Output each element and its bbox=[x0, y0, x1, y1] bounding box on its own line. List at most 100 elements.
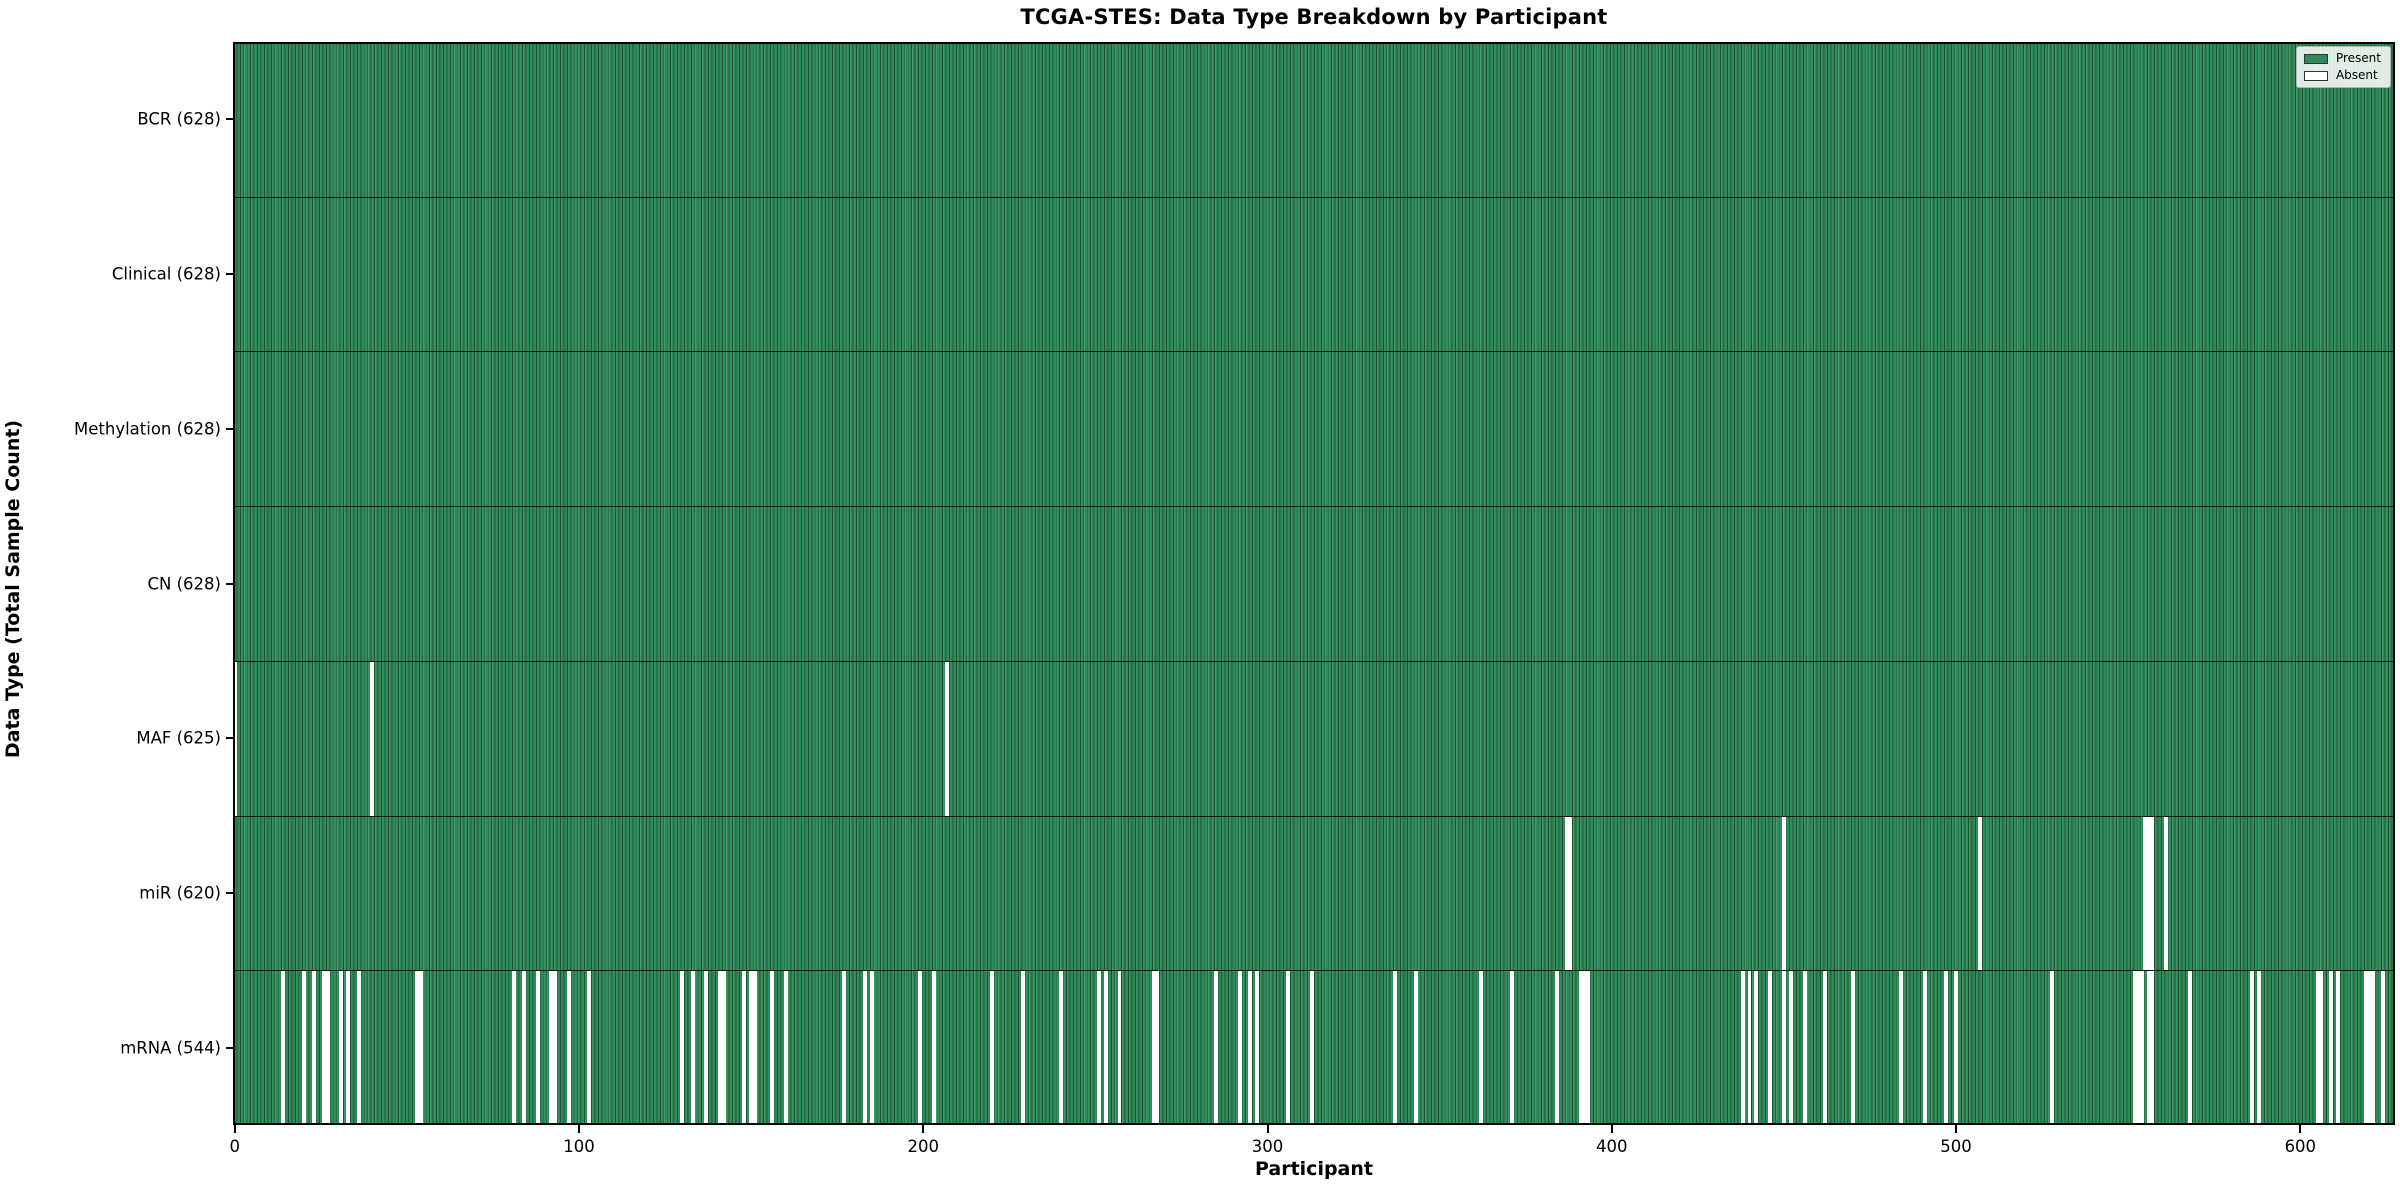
y-tick-label: BCR (628) bbox=[137, 109, 221, 129]
heatmap-row-Methylation bbox=[233, 351, 2395, 507]
x-tick-label: 100 bbox=[563, 1137, 595, 1156]
absent-stripe bbox=[2188, 971, 2193, 1125]
absent-stripe bbox=[1413, 971, 1418, 1125]
y-tick-label: miR (620) bbox=[139, 883, 221, 903]
absent-stripe bbox=[1978, 816, 1983, 971]
x-tick-mark bbox=[922, 1125, 925, 1133]
absent-stripe bbox=[783, 971, 788, 1125]
absent-stripe bbox=[1103, 971, 1108, 1125]
absent-stripe bbox=[1565, 816, 1569, 971]
absent-stripe bbox=[1568, 816, 1573, 971]
absent-stripe bbox=[869, 971, 874, 1125]
x-tick-mark bbox=[577, 1125, 580, 1133]
legend-swatch-present-icon bbox=[2303, 53, 2328, 64]
y-tick-label: MAF (625) bbox=[136, 728, 221, 748]
y-tick-mark bbox=[226, 1046, 233, 1049]
heatmap-row-MAF bbox=[232, 660, 2395, 816]
absent-stripe bbox=[1802, 971, 1807, 1125]
absent-stripe bbox=[2315, 971, 2320, 1125]
heatmap-row-mRNA bbox=[233, 970, 2395, 1125]
absent-stripe bbox=[1478, 971, 1483, 1125]
absent-stripe bbox=[535, 971, 540, 1125]
absent-stripe bbox=[945, 661, 950, 816]
heatmap-row-Clinical bbox=[233, 196, 2395, 352]
y-tick-mark bbox=[226, 273, 233, 276]
y-tick-label: Clinical (628) bbox=[111, 264, 221, 284]
absent-stripe bbox=[2370, 971, 2375, 1125]
absent-stripe bbox=[1238, 971, 1242, 1125]
absent-stripe bbox=[325, 971, 330, 1125]
x-tick-mark bbox=[233, 1125, 236, 1133]
absent-stripe bbox=[1923, 971, 1928, 1125]
absent-stripe bbox=[1747, 971, 1752, 1125]
absent-stripe bbox=[549, 971, 554, 1125]
absent-stripe bbox=[2150, 816, 2155, 971]
absent-stripe bbox=[752, 971, 757, 1125]
absent-stripe bbox=[552, 971, 557, 1125]
absent-stripe bbox=[842, 971, 847, 1125]
legend: Present Absent bbox=[2295, 46, 2391, 88]
absent-stripe bbox=[690, 971, 695, 1125]
absent-stripe bbox=[2139, 971, 2144, 1125]
absent-stripe bbox=[721, 971, 726, 1125]
absent-stripe bbox=[1582, 971, 1587, 1125]
absent-stripe bbox=[1781, 816, 1786, 971]
absent-stripe bbox=[2319, 971, 2323, 1125]
absent-stripe bbox=[2143, 816, 2148, 971]
absent-stripe bbox=[346, 971, 351, 1125]
absent-stripe bbox=[680, 971, 685, 1125]
x-tick-mark bbox=[1955, 1125, 1958, 1133]
heatmap-row-BCR bbox=[233, 42, 2395, 197]
legend-label-present: Present bbox=[2335, 51, 2381, 65]
absent-stripe bbox=[917, 971, 922, 1125]
absent-stripe bbox=[1155, 971, 1160, 1125]
y-tick-label: CN (628) bbox=[147, 574, 221, 593]
absent-stripe bbox=[511, 971, 516, 1125]
absent-stripe bbox=[1740, 971, 1745, 1125]
absent-stripe bbox=[1096, 971, 1101, 1125]
heatmap-row-miR bbox=[233, 815, 2395, 971]
chart-title: TCGA-STES: Data Type Breakdown by Partic… bbox=[1020, 5, 1608, 29]
absent-stripe bbox=[1117, 971, 1122, 1125]
absent-stripe bbox=[1578, 971, 1583, 1125]
x-axis-label: Participant bbox=[1254, 1158, 1373, 1180]
absent-stripe bbox=[1585, 971, 1590, 1125]
absent-stripe bbox=[1213, 971, 1218, 1125]
absent-stripe bbox=[1248, 971, 1253, 1125]
absent-stripe bbox=[311, 971, 316, 1125]
absent-stripe bbox=[2150, 971, 2155, 1125]
absent-stripe bbox=[418, 971, 423, 1125]
absent-stripe bbox=[1781, 971, 1786, 1125]
absent-stripe bbox=[1899, 971, 1903, 1125]
absent-stripe bbox=[862, 971, 867, 1125]
absent-stripe bbox=[2380, 971, 2385, 1125]
x-tick-label: 0 bbox=[229, 1137, 240, 1156]
y-tick-mark bbox=[226, 118, 233, 121]
absent-stripe bbox=[1788, 971, 1793, 1125]
absent-stripe bbox=[1021, 971, 1026, 1125]
y-tick-mark bbox=[226, 891, 233, 894]
heatmap-row-CN bbox=[233, 506, 2395, 661]
absent-stripe bbox=[232, 661, 237, 816]
y-tick-mark bbox=[226, 737, 233, 740]
absent-stripe bbox=[749, 971, 754, 1125]
absent-stripe bbox=[370, 661, 375, 816]
x-tick-label: 200 bbox=[907, 1137, 940, 1156]
absent-stripe bbox=[1768, 971, 1773, 1125]
absent-stripe bbox=[718, 971, 723, 1125]
plot-area: Present Absent bbox=[232, 42, 2395, 1125]
absent-stripe bbox=[2363, 971, 2368, 1125]
absent-stripe bbox=[1823, 971, 1828, 1125]
absent-stripe bbox=[769, 971, 774, 1125]
legend-label-absent: Absent bbox=[2335, 68, 2378, 82]
y-tick-mark bbox=[226, 427, 233, 430]
absent-stripe bbox=[2146, 816, 2151, 971]
absent-stripe bbox=[2336, 971, 2341, 1125]
absent-stripe bbox=[2250, 971, 2255, 1125]
x-tick-label: 500 bbox=[1940, 1137, 1972, 1156]
absent-stripe bbox=[2257, 971, 2261, 1125]
absent-stripe bbox=[356, 971, 361, 1125]
absent-stripe bbox=[339, 971, 344, 1125]
absent-stripe bbox=[2050, 971, 2055, 1125]
